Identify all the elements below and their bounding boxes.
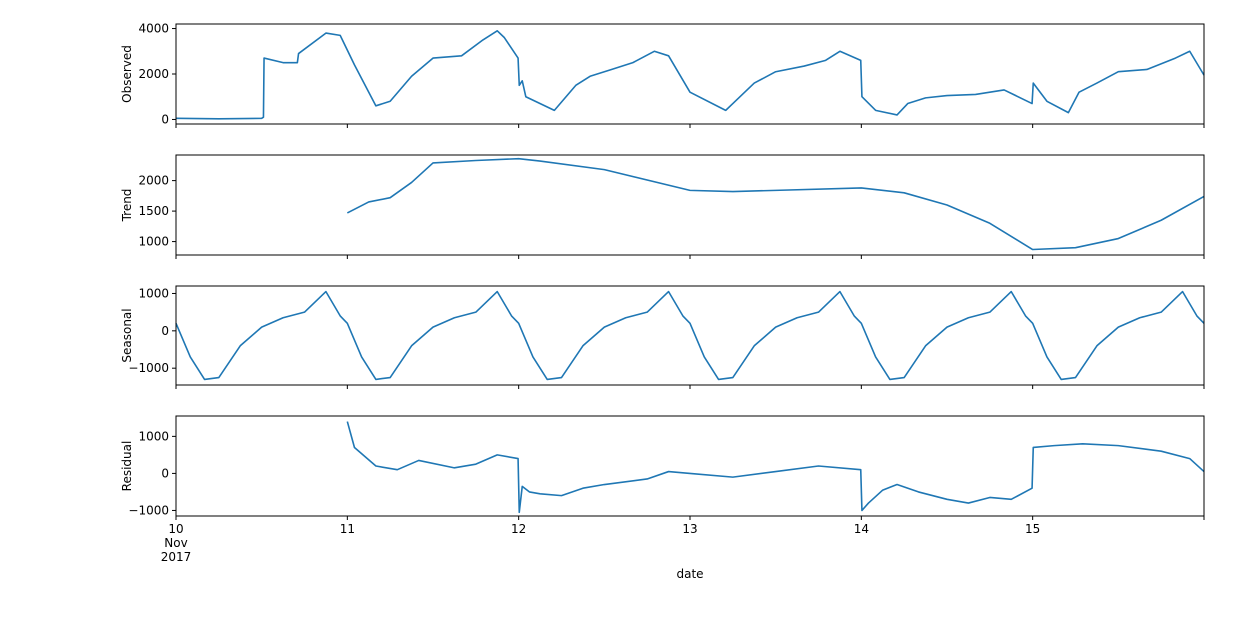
observed-axes-frame <box>175 23 1205 125</box>
xtick-label: 11 <box>340 522 355 536</box>
observed-panel: 0 2000 4000 Observed <box>120 22 1205 128</box>
observed-ytick-label: 4000 <box>138 22 169 36</box>
observed-series-line <box>175 30 1205 120</box>
residual-ytick-label: 0 <box>161 466 169 480</box>
xtick-label: 14 <box>854 522 869 536</box>
seasonal-panel: −1000 0 1000 Seasonal <box>120 285 1205 389</box>
trend-ytick-label: 1500 <box>138 204 169 218</box>
residual-ytick-label: −1000 <box>128 503 169 517</box>
xtick-label: 10 <box>168 522 183 536</box>
xlabel: date <box>676 567 703 581</box>
residual-ylabel: Residual <box>120 441 134 492</box>
xtick-label: 2017 <box>161 550 192 564</box>
trend-panel: 1000 1500 2000 Trend <box>120 154 1205 259</box>
observed-ylabel: Observed <box>120 45 134 103</box>
seasonal-axes-frame <box>175 285 1205 386</box>
residual-ytick-label: 1000 <box>138 429 169 443</box>
seasonal-ytick-label: 0 <box>161 324 169 338</box>
observed-ytick-label: 2000 <box>138 67 169 81</box>
xtick-label: 12 <box>511 522 526 536</box>
seasonal-ytick-label: −1000 <box>128 361 169 375</box>
residual-series-line <box>346 421 1205 514</box>
trend-series-line <box>346 157 1205 251</box>
trend-ylabel: Trend <box>120 189 134 223</box>
observed-ytick-label: 0 <box>161 112 169 126</box>
xtick-label: 13 <box>682 522 697 536</box>
residual-axes-frame <box>175 415 1205 517</box>
trend-axes-frame <box>175 154 1205 256</box>
seasonal-ytick-label: 1000 <box>138 286 169 300</box>
seasonal-ylabel: Seasonal <box>120 308 134 362</box>
trend-ytick-label: 2000 <box>138 174 169 188</box>
xtick-label: 15 <box>1025 522 1040 536</box>
trend-ytick-label: 1000 <box>138 235 169 249</box>
xtick-label: Nov <box>164 536 187 550</box>
seasonal-series-line <box>175 290 1205 381</box>
